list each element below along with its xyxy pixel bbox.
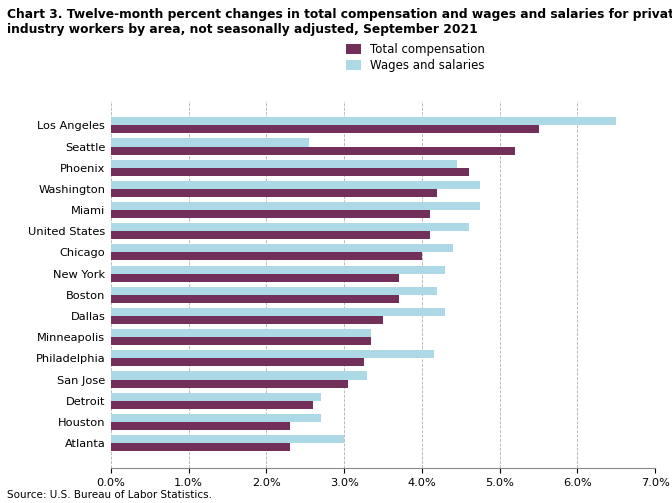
Bar [111, 443, 290, 451]
Bar [111, 422, 290, 430]
Bar [111, 274, 398, 282]
Bar [111, 202, 480, 210]
Bar [111, 393, 321, 401]
Bar [111, 295, 398, 303]
Bar [111, 350, 433, 358]
Bar [111, 231, 429, 239]
Text: Source: U.S. Bureau of Labor Statistics.: Source: U.S. Bureau of Labor Statistics. [7, 490, 212, 500]
Text: Chart 3. Twelve-month percent changes in total compensation and wages and salari: Chart 3. Twelve-month percent changes in… [7, 8, 672, 21]
Bar [111, 308, 446, 316]
Bar [111, 435, 344, 443]
Bar [111, 414, 321, 422]
Bar [111, 159, 457, 167]
Bar [111, 266, 446, 274]
Bar [111, 329, 372, 337]
Bar [111, 358, 364, 366]
Bar [111, 117, 616, 125]
Bar [111, 371, 368, 379]
Bar [111, 223, 468, 231]
Bar [111, 337, 372, 345]
Bar [111, 146, 515, 154]
Bar [111, 379, 348, 387]
Bar [111, 210, 429, 218]
Bar [111, 253, 422, 261]
Bar [111, 401, 313, 409]
Bar [111, 316, 383, 324]
Bar [111, 244, 453, 253]
Legend: Total compensation, Wages and salaries: Total compensation, Wages and salaries [344, 40, 487, 74]
Bar [111, 287, 437, 295]
Bar [111, 181, 480, 189]
Text: industry workers by area, not seasonally adjusted, September 2021: industry workers by area, not seasonally… [7, 23, 478, 36]
Bar [111, 138, 309, 146]
Bar [111, 125, 538, 133]
Bar [111, 189, 437, 197]
Bar [111, 167, 468, 176]
